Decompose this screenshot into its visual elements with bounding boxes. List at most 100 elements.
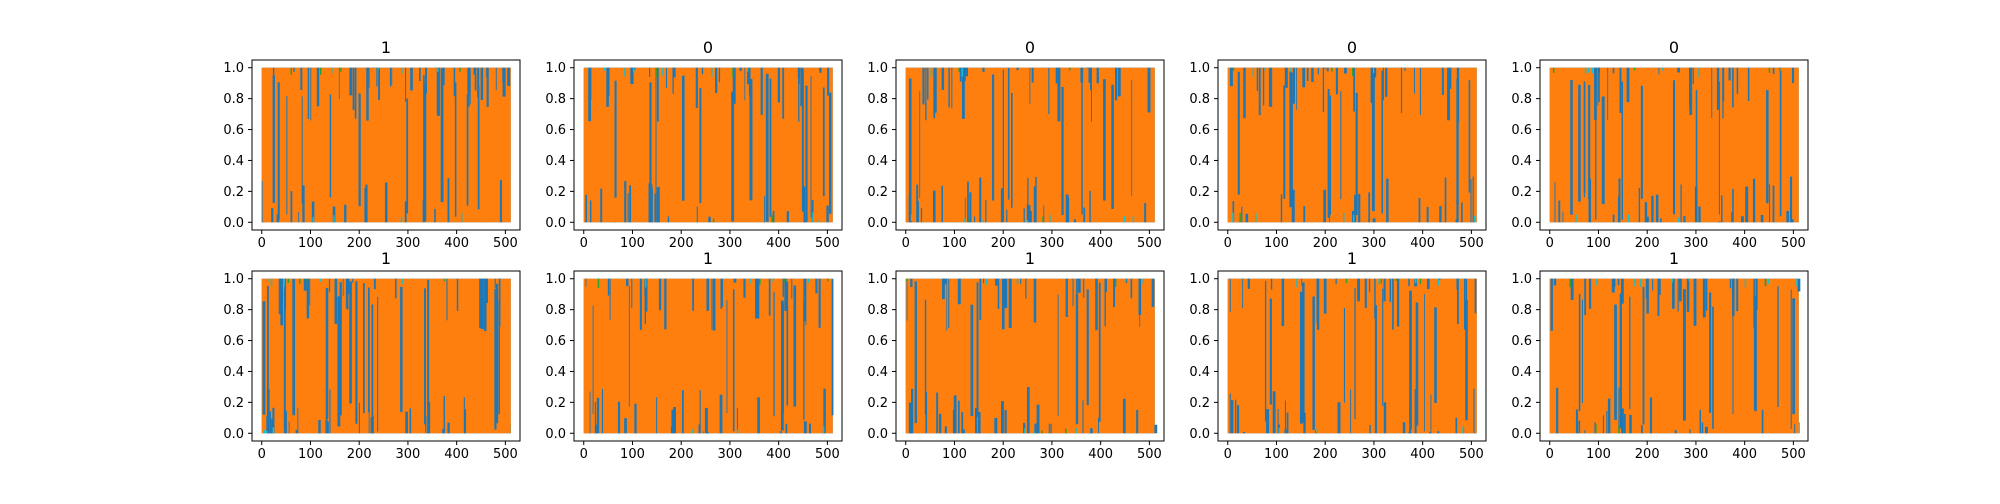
- series-c-trace: [1065, 429, 1067, 434]
- plot-area: [906, 279, 1157, 434]
- series-c-trace: [1585, 68, 1587, 74]
- x-tick-label: 100: [1264, 447, 1289, 462]
- series-a-trace: [1001, 401, 1004, 433]
- series-a-trace: [1589, 279, 1591, 309]
- y-tick-label: 0.2: [1189, 396, 1210, 411]
- series-a-trace: [794, 286, 797, 407]
- series-a-trace: [805, 221, 806, 222]
- series-a-trace: [1266, 409, 1269, 433]
- series-a-trace: [1461, 203, 1463, 223]
- series-a-trace: [979, 279, 981, 320]
- series-a-trace: [365, 185, 367, 223]
- series-a-trace: [1475, 279, 1477, 314]
- y-tick-label: 0.0: [223, 216, 244, 231]
- y-tick-label: 0.4: [1189, 154, 1210, 169]
- series-a-trace: [302, 185, 304, 222]
- series-c-trace: [283, 279, 285, 287]
- y-tick-label: 0.6: [867, 334, 888, 349]
- series-a-trace: [983, 279, 984, 284]
- x-tick-label: 0: [1224, 236, 1232, 251]
- series-a-trace: [1006, 210, 1007, 223]
- series-a-trace: [1791, 219, 1793, 222]
- series-a-trace: [1365, 279, 1367, 308]
- series-a-trace: [1608, 399, 1610, 434]
- series-a-trace: [496, 284, 498, 424]
- y-tick-label: 0.4: [1511, 365, 1532, 380]
- series-a-trace: [1590, 193, 1591, 222]
- series-a-trace: [1317, 279, 1319, 330]
- y-tick-label: 0.6: [867, 123, 888, 138]
- series-a-trace: [1745, 186, 1748, 222]
- series-a-trace: [1576, 409, 1578, 433]
- series-a-trace: [1291, 73, 1293, 203]
- series-a-trace: [486, 279, 488, 303]
- y-tick-label: 0.2: [867, 185, 888, 200]
- y-tick-label: 0.8: [1511, 92, 1532, 107]
- series-a-trace: [479, 279, 482, 329]
- series-a-trace: [1737, 68, 1739, 94]
- series-a-trace: [682, 76, 685, 201]
- series-a-trace: [419, 68, 421, 81]
- x-tick-label: 300: [1362, 447, 1387, 462]
- series-a-trace: [951, 68, 952, 109]
- x-tick-label: 200: [1635, 447, 1660, 462]
- series-a-trace: [1619, 178, 1621, 222]
- series-a-trace: [590, 201, 591, 223]
- series-a-trace: [1323, 190, 1326, 222]
- series-a-trace: [1679, 279, 1681, 282]
- series-a-trace: [500, 180, 502, 222]
- series-a-trace: [1005, 410, 1007, 433]
- subplot-title: 1: [381, 249, 391, 268]
- series-a-trace: [267, 286, 269, 417]
- series-a-trace: [1231, 400, 1233, 433]
- series-a-trace: [1103, 79, 1106, 200]
- x-tick-label: 100: [1586, 236, 1611, 251]
- series-a-trace: [1081, 78, 1082, 215]
- series-a-trace: [1401, 68, 1402, 113]
- series-a-trace: [448, 178, 450, 222]
- series-a-trace: [1281, 194, 1282, 222]
- series-a-trace: [692, 279, 694, 311]
- series-a-trace: [982, 68, 984, 72]
- series-a-trace: [1702, 422, 1704, 433]
- series-a-trace: [631, 279, 632, 308]
- series-a-trace: [441, 68, 444, 202]
- series-a-trace: [1089, 191, 1090, 222]
- series-a-trace: [1434, 307, 1437, 403]
- series-a-trace: [939, 414, 941, 433]
- series-a-trace: [307, 279, 310, 319]
- series-c-trace: [662, 68, 664, 76]
- y-tick-label: 0.0: [1189, 427, 1210, 442]
- series-c-trace: [1618, 426, 1620, 433]
- series-a-trace: [1338, 402, 1341, 433]
- series-a-trace: [1230, 394, 1231, 434]
- series-a-trace: [1403, 422, 1406, 433]
- series-a-trace: [366, 68, 368, 121]
- series-b-fill: [584, 68, 833, 223]
- series-a-trace: [1599, 68, 1601, 72]
- y-tick-label: 0.2: [545, 185, 566, 200]
- series-a-trace: [1456, 200, 1458, 223]
- series-c-trace: [271, 279, 273, 286]
- series-a-trace: [1358, 194, 1360, 222]
- series-a-trace: [1748, 68, 1750, 101]
- series-c-trace: [1049, 215, 1051, 222]
- series-a-trace: [1672, 279, 1675, 309]
- series-c-trace: [1592, 68, 1594, 74]
- series-a-trace: [911, 389, 913, 433]
- series-a-trace: [1620, 293, 1622, 428]
- series-a-trace: [424, 288, 426, 424]
- series-c-trace: [1232, 213, 1234, 223]
- series-a-trace: [1439, 206, 1441, 222]
- series-a-trace: [998, 279, 1000, 309]
- series-a-trace: [1311, 68, 1313, 82]
- series-a-trace: [589, 68, 591, 100]
- series-a-trace: [770, 79, 772, 217]
- series-a-trace: [1792, 68, 1794, 83]
- series-a-trace: [1717, 68, 1719, 110]
- series-a-trace: [1037, 405, 1040, 434]
- x-tick-label: 500: [1137, 447, 1162, 462]
- series-a-trace: [703, 432, 704, 434]
- series-a-trace: [757, 279, 759, 319]
